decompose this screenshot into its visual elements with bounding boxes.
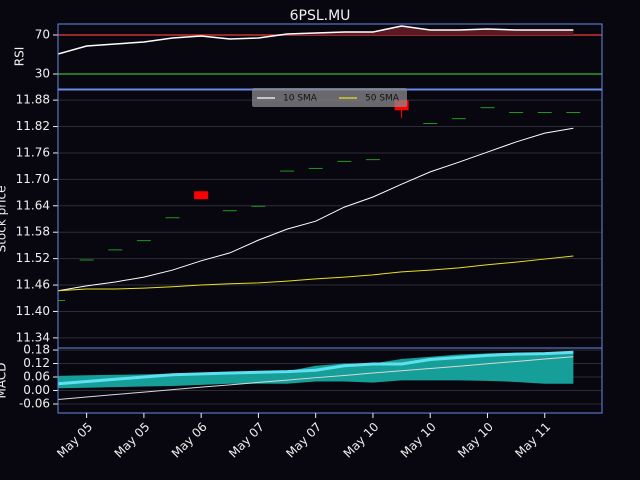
series-line bbox=[58, 25, 574, 55]
candle-body bbox=[136, 240, 151, 242]
candle-body bbox=[280, 170, 295, 172]
y-tick-label: 30 bbox=[35, 66, 50, 80]
y-tick-label: 11.82 bbox=[16, 119, 50, 133]
candle-body bbox=[222, 210, 237, 212]
legend-box bbox=[252, 88, 407, 107]
y-axis-label: MACD bbox=[0, 363, 9, 399]
candle-body bbox=[308, 167, 323, 169]
candle-body bbox=[251, 205, 266, 207]
plot-area bbox=[58, 349, 602, 405]
candle-body bbox=[423, 123, 438, 125]
candle-body bbox=[365, 159, 380, 161]
y-tick-label: 0.00 bbox=[23, 383, 50, 397]
candle-body bbox=[451, 118, 466, 120]
candle-body bbox=[58, 300, 65, 302]
y-tick-label: 0.12 bbox=[23, 356, 50, 370]
legend-label: 10 SMA bbox=[283, 94, 318, 104]
y-tick-label: 11.46 bbox=[16, 278, 50, 292]
series-line bbox=[58, 127, 574, 292]
series-line bbox=[58, 350, 574, 386]
candle-body bbox=[79, 259, 94, 261]
series-line bbox=[58, 356, 574, 401]
y-tick-label: 11.40 bbox=[16, 304, 50, 318]
y-axis-label: RSI bbox=[13, 47, 27, 67]
legend: 10 SMA 50 SMA bbox=[252, 88, 407, 107]
y-tick-label: 0.06 bbox=[23, 370, 50, 384]
candle-body bbox=[509, 112, 524, 114]
legend-label: 50 SMA bbox=[365, 94, 400, 104]
plot-area bbox=[58, 25, 602, 75]
candle-body bbox=[480, 107, 495, 109]
y-axis-label: Stock price bbox=[0, 186, 9, 253]
y-tick-label: 11.34 bbox=[16, 330, 50, 344]
candle-body bbox=[108, 249, 123, 251]
y-tick-label: 11.58 bbox=[16, 225, 50, 239]
y-tick-label: 70 bbox=[35, 28, 50, 42]
y-tick-label: 0.18 bbox=[23, 343, 50, 357]
y-tick-label: 11.64 bbox=[16, 198, 50, 212]
candle-body bbox=[537, 112, 552, 114]
y-tick-label: 11.76 bbox=[16, 145, 50, 159]
candle-body bbox=[165, 217, 180, 219]
axes-frame bbox=[57, 347, 603, 414]
y-tick-label: 11.70 bbox=[16, 172, 50, 186]
threshold-fill bbox=[280, 26, 574, 36]
y-tick-label: -0.06 bbox=[19, 397, 50, 411]
candle-body bbox=[194, 191, 209, 200]
series-line bbox=[58, 255, 574, 292]
y-tick-label: 11.88 bbox=[16, 93, 50, 107]
y-tick-label: 11.52 bbox=[16, 251, 50, 265]
chart-title: 6PSL.MU bbox=[290, 8, 351, 24]
candle-body bbox=[566, 112, 581, 114]
candle-body bbox=[337, 160, 352, 162]
plot-area bbox=[58, 99, 602, 339]
